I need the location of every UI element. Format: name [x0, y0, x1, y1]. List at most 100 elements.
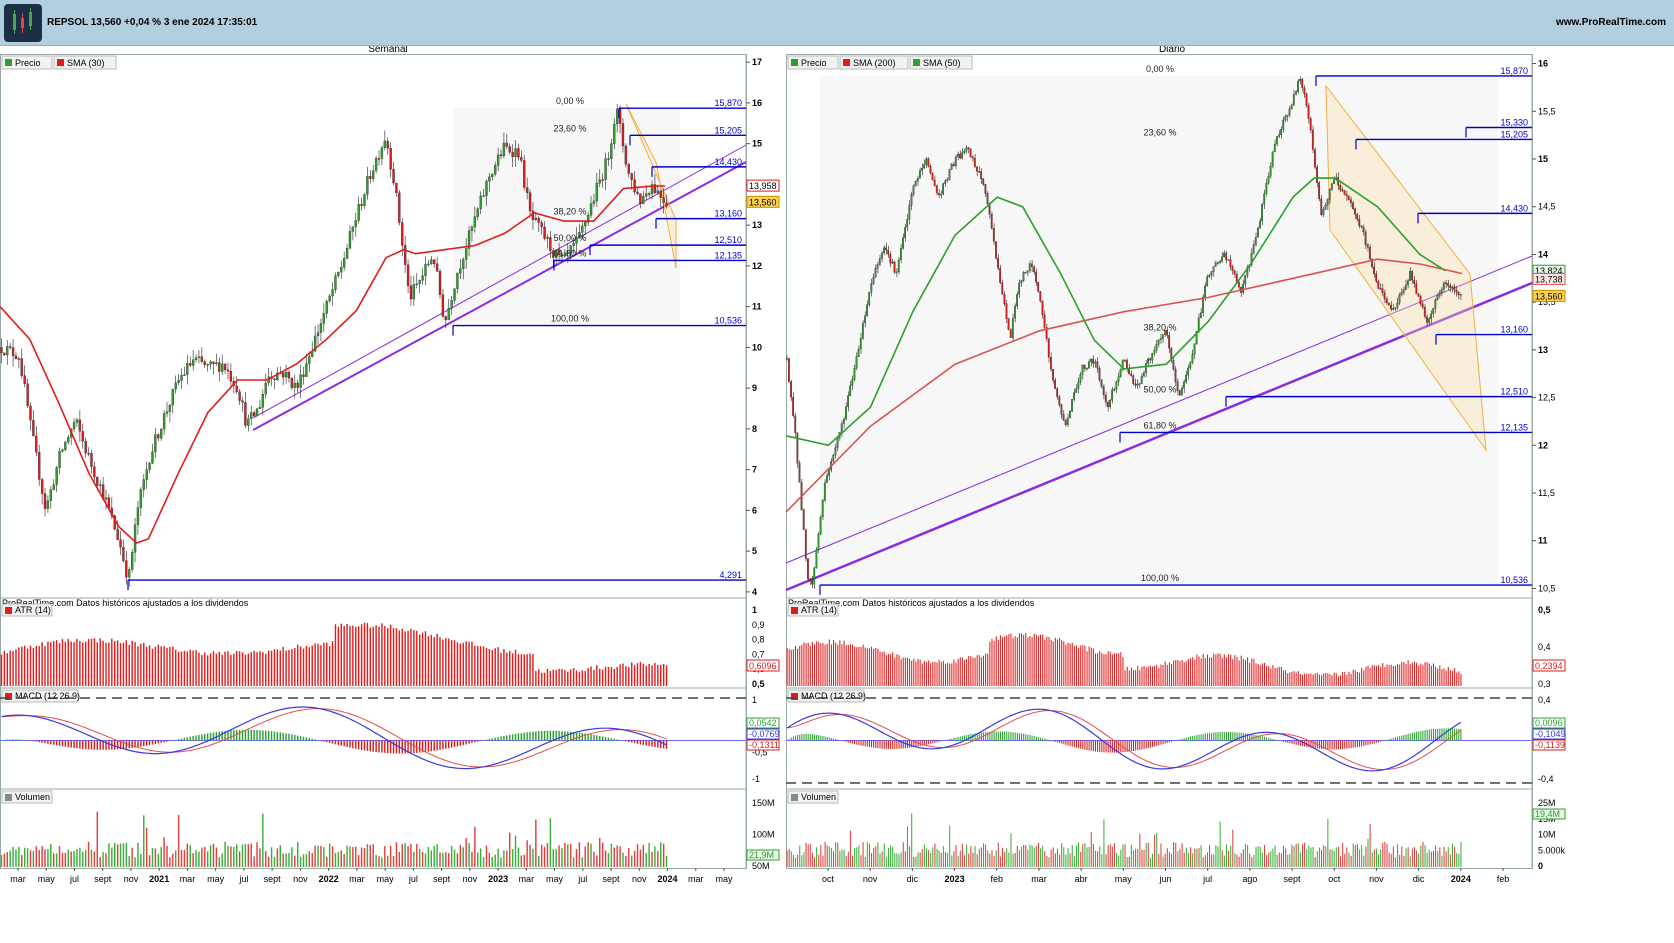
candle-body — [821, 499, 824, 518]
time-label: nov — [124, 874, 139, 884]
candle-body — [1107, 402, 1109, 408]
legend-swatch — [57, 59, 64, 66]
candle-body — [864, 315, 866, 324]
fib-percent: 100,00 % — [551, 314, 589, 324]
candle-body — [650, 184, 654, 195]
candle-body — [1349, 199, 1352, 203]
candles — [0, 103, 668, 587]
candle-body — [1459, 294, 1462, 296]
fib-value: 15,205 — [1500, 129, 1528, 139]
fib-value: 15,205 — [714, 125, 742, 135]
candle-body — [1428, 318, 1430, 323]
site-name[interactable]: www.ProRealTime.com — [1555, 17, 1666, 28]
fib-percent: 50,00 % — [553, 233, 586, 243]
downtrend-channel — [1325, 84, 1487, 452]
candle-body — [273, 378, 276, 381]
price-tag-label: 13,560 — [749, 197, 777, 207]
candle-body — [1149, 358, 1152, 361]
candle-body — [918, 170, 921, 179]
candle-body — [1421, 303, 1424, 308]
axis-label: 16 — [752, 98, 762, 108]
fib-value: 12,135 — [1500, 422, 1528, 432]
candle-body — [1043, 314, 1046, 328]
candle-body — [1250, 252, 1253, 265]
atr-value-tag — [746, 659, 780, 672]
candle-body — [119, 539, 122, 548]
candle-body — [1358, 218, 1361, 226]
candle-body — [653, 184, 657, 193]
volume-axis-label: 100M — [752, 830, 775, 840]
candle-body — [1079, 374, 1082, 383]
candle-body — [183, 374, 186, 376]
candle-body — [209, 361, 212, 365]
candle-body — [1354, 208, 1356, 215]
time-label: 2022 — [319, 874, 339, 884]
axis-label: 17 — [752, 57, 762, 67]
macd-label: MACD (12 26 9) — [801, 691, 866, 701]
candle-body — [1140, 375, 1143, 384]
time-label: nov — [632, 874, 647, 884]
fib-value: 14,430 — [714, 157, 742, 167]
candle-body — [931, 172, 934, 181]
candle-body — [241, 400, 244, 403]
charts-area[interactable]: Semanal Precio SMA (30) 15,870 0,00 % 15,205 2… — [0, 46, 1674, 943]
candle-body — [491, 174, 494, 178]
candle-body — [1402, 289, 1405, 293]
fib-percent: 50,00 % — [1143, 385, 1176, 395]
fibonacci-levels: 15,870 0,00 % 15,205 23,60 % 14,430 13,160 38,… — [127, 96, 746, 591]
candle-body — [1455, 290, 1458, 293]
candle-body — [470, 226, 474, 231]
candle-body — [1123, 359, 1126, 362]
candle-body — [380, 147, 384, 159]
candle-body — [412, 284, 416, 300]
candle-body — [1033, 266, 1035, 273]
candle-body — [1419, 295, 1422, 305]
time-label: jun — [1158, 874, 1171, 884]
legend-label: SMA (30) — [67, 58, 105, 68]
candle-body — [157, 434, 160, 439]
macd-value-tag — [746, 717, 780, 729]
candle-body — [1052, 369, 1054, 381]
candle-body — [883, 247, 885, 254]
volume-axis-label: 150M — [752, 798, 775, 808]
macd-value: 0,0542 — [749, 718, 777, 728]
candle-body — [494, 165, 497, 175]
macd-line — [1, 706, 667, 770]
candle-body — [1216, 262, 1219, 264]
time-label: mar — [349, 874, 365, 884]
axis-label: 15,5 — [1538, 106, 1556, 116]
candle-body — [1451, 286, 1454, 288]
candle-body — [796, 432, 799, 464]
candle-body — [1060, 404, 1063, 415]
candle-body — [908, 205, 911, 220]
candle-body — [1056, 388, 1059, 398]
candle-body — [319, 323, 323, 333]
candle-body — [604, 158, 607, 180]
time-label: jul — [238, 874, 248, 884]
candle-body — [351, 226, 355, 232]
candle-body — [354, 220, 357, 228]
candle-body — [967, 147, 970, 149]
candle-body — [935, 185, 938, 194]
candle-body — [299, 374, 302, 388]
candle-body — [1176, 381, 1179, 391]
time-label: mar — [688, 874, 704, 884]
candle-body — [1096, 361, 1099, 369]
candle-body — [72, 422, 76, 430]
legend-swatch — [913, 59, 920, 66]
candle-body — [537, 218, 540, 223]
candle-body — [1440, 289, 1443, 293]
candle-body — [656, 190, 660, 193]
legend-label: SMA (200) — [853, 58, 896, 68]
candle-body — [874, 268, 877, 278]
candle-body — [441, 294, 445, 317]
fib-value: 10,536 — [1500, 575, 1528, 585]
candle-body — [20, 358, 23, 376]
time-label: 2023 — [945, 874, 965, 884]
candle-body — [1345, 193, 1348, 196]
candle-body — [1111, 389, 1114, 401]
candle-body — [1423, 306, 1426, 317]
candle-body — [819, 516, 822, 535]
candle-body — [128, 569, 131, 578]
candle-body — [912, 185, 915, 195]
